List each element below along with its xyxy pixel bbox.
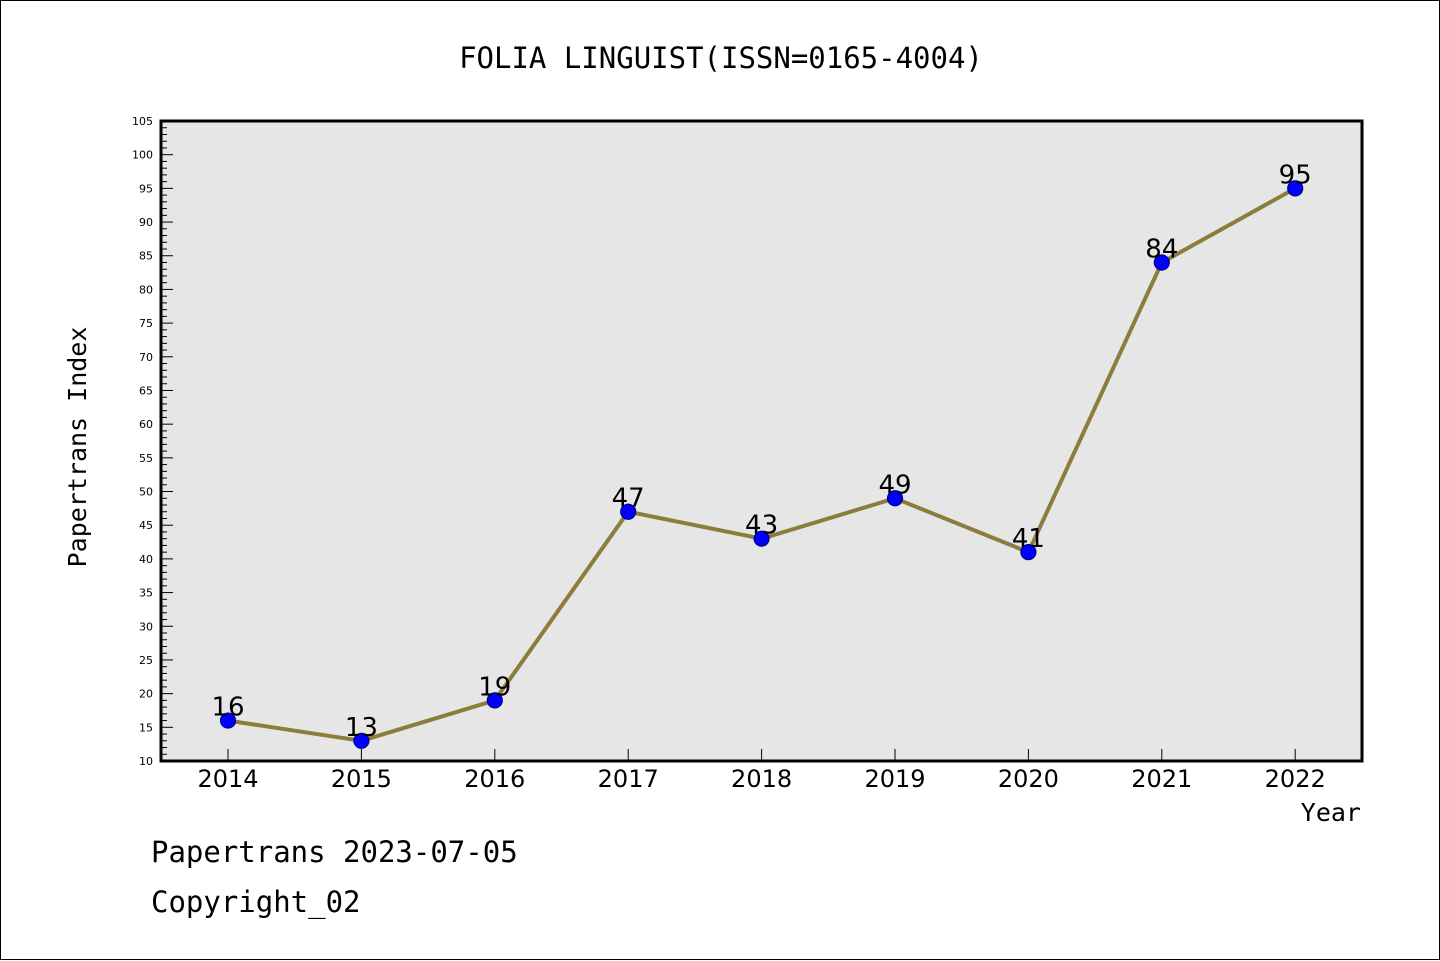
data-label: 47 — [612, 484, 645, 514]
data-point — [1020, 544, 1037, 561]
x-tick-label: 2021 — [1131, 765, 1192, 793]
footer-date: Papertrans 2023-07-05 — [151, 835, 518, 869]
x-tick-label: 2016 — [464, 765, 525, 793]
y-tick-label: 70 — [139, 351, 153, 364]
y-tick-label: 55 — [139, 452, 153, 465]
data-label: 19 — [478, 672, 511, 702]
plot-area — [159, 119, 1364, 763]
data-point — [753, 530, 770, 547]
x-tick-label: 2022 — [1265, 765, 1326, 793]
data-point — [1153, 254, 1170, 271]
y-tick-label: 80 — [139, 283, 153, 296]
data-point — [1287, 180, 1304, 197]
data-label: 49 — [878, 470, 911, 500]
data-label: 41 — [1012, 524, 1045, 554]
data-point — [886, 490, 904, 507]
y-tick-label: 90 — [139, 216, 153, 229]
data-point — [353, 732, 370, 749]
y-tick-label: 15 — [139, 721, 153, 734]
x-axis-label: Year — [1301, 798, 1361, 827]
x-tick-label: 2015 — [331, 765, 392, 793]
y-tick-label: 45 — [139, 519, 153, 532]
data-label: 95 — [1279, 160, 1312, 190]
x-tick-label: 2014 — [197, 765, 258, 793]
data-label: 43 — [745, 511, 778, 541]
y-tick-label: 65 — [139, 384, 153, 397]
data-label: 84 — [1145, 234, 1178, 264]
y-tick-label: 35 — [139, 587, 153, 600]
data-point — [620, 503, 637, 520]
data-label: 16 — [211, 693, 244, 723]
y-tick-label: 50 — [139, 486, 153, 499]
y-tick-label: 100 — [132, 149, 153, 162]
footer-copyright: Copyright_02 — [151, 885, 361, 919]
y-tick-label: 60 — [139, 418, 153, 431]
x-axis: 2014 2015 2016 2017 2018 2019 2020 2021 2022 — [197, 749, 1326, 793]
y-tick-label: 25 — [139, 654, 153, 667]
x-tick-label: 2017 — [598, 765, 659, 793]
data-point — [219, 712, 237, 729]
y-tick-label: 20 — [139, 688, 153, 701]
x-tick-label: 2020 — [998, 765, 1059, 793]
series-group — [219, 180, 1304, 749]
y-tick-label: 75 — [139, 317, 153, 330]
y-axis-label: Papertrans Index — [63, 327, 92, 568]
y-axis: 10 15 20 25 30 35 40 45 50 55 60 65 70 75 80 85 90 95 100 1… — [132, 115, 173, 768]
data-label: 13 — [345, 713, 378, 743]
y-tick-label: 85 — [139, 250, 153, 263]
data-labels: 16 13 19 47 43 49 41 84 95 — [211, 160, 1311, 742]
data-point — [486, 692, 503, 709]
chart-title: FOLIA LINGUIST(ISSN=0165-4004) — [459, 41, 983, 75]
x-tick-label: 2019 — [864, 765, 925, 793]
x-tick-label: 2018 — [731, 765, 792, 793]
y-tick-label: 95 — [139, 182, 153, 195]
y-tick-label: 105 — [132, 115, 153, 128]
y-tick-label: 30 — [139, 620, 153, 633]
y-tick-label: 10 — [139, 755, 153, 768]
y-tick-label: 40 — [139, 553, 153, 566]
